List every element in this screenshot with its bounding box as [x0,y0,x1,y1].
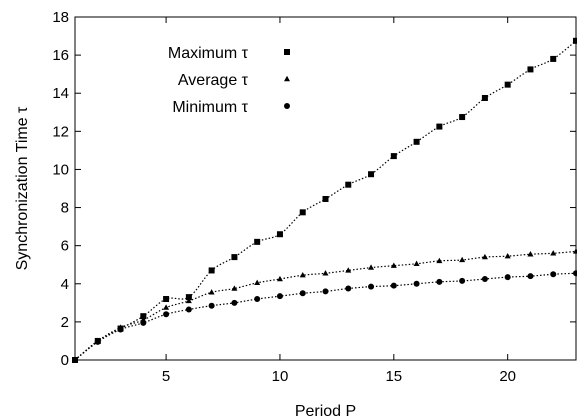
data-point [231,254,238,261]
data-point [550,55,557,62]
y-tick-label: 16 [52,47,69,64]
data-point [140,319,147,326]
y-tick-label: 18 [52,9,69,26]
data-points [72,37,577,363]
data-point [208,302,215,309]
data-point [299,209,306,216]
data-point [436,123,443,130]
legend: Maximum τ Average τ Minimum τ [168,45,290,116]
data-point [254,238,261,245]
y-tick-label: 6 [61,238,69,255]
data-point [185,294,192,301]
y-tick-label: 8 [61,200,69,217]
legend-marker-0 [284,49,290,55]
data-point [368,171,375,178]
data-point [481,94,488,101]
legend-label-1: Average τ [178,72,249,89]
data-point [504,252,511,259]
series-1 [72,248,577,363]
y-tick-label: 0 [61,352,69,369]
data-point [276,293,283,300]
series-2 [72,270,577,363]
data-point [550,250,557,256]
data-point [345,285,352,292]
series-0 [72,37,577,363]
data-point [345,267,352,273]
x-axis-title: Period P [295,403,356,420]
data-point [390,282,397,289]
fit-curve-2 [74,272,577,361]
legend-marker-1 [284,75,290,82]
data-point [573,37,577,44]
data-point [550,271,557,278]
data-point [94,338,101,345]
data-point [527,273,534,280]
data-point [436,278,443,285]
y-tick-label: 12 [52,123,69,140]
data-point [345,181,352,188]
data-point [527,251,534,257]
data-point [459,256,466,263]
data-point [504,274,511,281]
data-point [504,81,511,88]
data-point [322,270,329,276]
data-point [208,267,215,274]
x-tick-label: 10 [272,368,289,385]
plot-frame [74,16,577,361]
data-point [299,272,306,278]
data-point [573,270,577,277]
data-point [459,277,466,284]
data-point [527,66,534,73]
data-point [163,311,170,318]
data-point [231,285,238,291]
data-point [436,257,443,264]
y-tick-label: 14 [52,85,69,102]
data-point [163,304,170,310]
y-tick-label: 2 [61,314,69,331]
fit-curve-1 [74,250,577,361]
data-point [368,264,375,270]
data-point [72,357,78,363]
data-point [573,248,577,254]
data-point [413,260,420,266]
legend-marker-2 [284,103,290,109]
data-point [390,262,397,268]
data-point [208,289,215,295]
data-point [481,276,488,283]
data-point [413,138,420,145]
x-tick-label: 20 [499,368,516,385]
data-point [254,296,261,303]
data-point [276,231,283,238]
legend-label-2: Minimum τ [172,99,248,116]
data-point [117,326,124,333]
data-point [459,114,466,121]
data-point [185,297,192,304]
data-point [276,275,283,282]
data-point [231,299,238,306]
data-point [322,195,329,202]
y-tick-label: 4 [61,276,69,293]
data-point [481,253,488,260]
data-point [390,153,397,160]
data-point [254,279,261,286]
data-point [299,290,306,297]
data-point [163,296,170,303]
y-axis-title: Synchronization Time τ [14,106,31,270]
legend-label-0: Maximum τ [168,45,249,62]
axis-ticks: 0 2 4 6 8 10 12 14 16 18 5 10 15 20 [52,9,576,385]
data-point [368,283,375,290]
data-point [413,280,420,287]
x-tick-label: 15 [385,368,402,385]
y-tick-label: 10 [52,161,69,178]
data-point [185,306,192,313]
data-point [322,288,329,295]
data-point [140,313,147,320]
x-tick-label: 5 [162,368,170,385]
